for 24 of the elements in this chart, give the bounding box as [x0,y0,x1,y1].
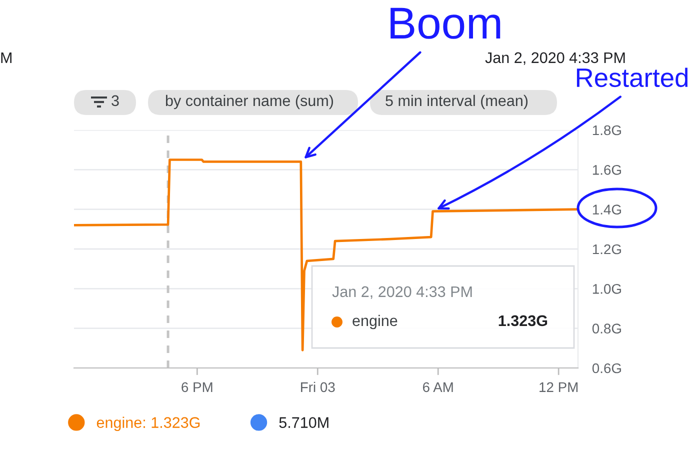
y-tick-label: 1.8G [592,125,621,136]
y-tick-label: 1.0G [592,284,621,294]
x-tick-label: 6 PM [182,382,212,392]
text: M [1,52,12,63]
text: 5 min interval (mean) [386,94,528,110]
text: 3 [112,95,119,106]
x-tick-label: 12 PM [540,382,578,392]
line-series [74,158,578,352]
y-tick-label: 0.8G [592,324,621,334]
y-tick-label: 1.2G [592,244,621,254]
annotation: 1.323G [498,315,548,326]
annotation: Boom [390,8,500,39]
legend-label: engine: 1.323G [96,416,200,431]
x-tick-label: 6 AM [422,382,453,392]
text: by container name (sum) [166,94,334,110]
text: Jan 2, 2020 4:33 PM [485,52,625,65]
annotation: Restarted [576,68,688,88]
annotation: engine [352,314,398,330]
y-tick-label: 0.6G [592,363,621,374]
y-tick-label: 1.4G [592,204,621,215]
annotation: Jan 2, 2020 4:33 PM [332,286,472,299]
x-tick-label: Fri 03 [301,382,335,392]
y-tick-label: 1.6G [592,165,621,175]
legend-label: 5.710M [279,417,328,428]
